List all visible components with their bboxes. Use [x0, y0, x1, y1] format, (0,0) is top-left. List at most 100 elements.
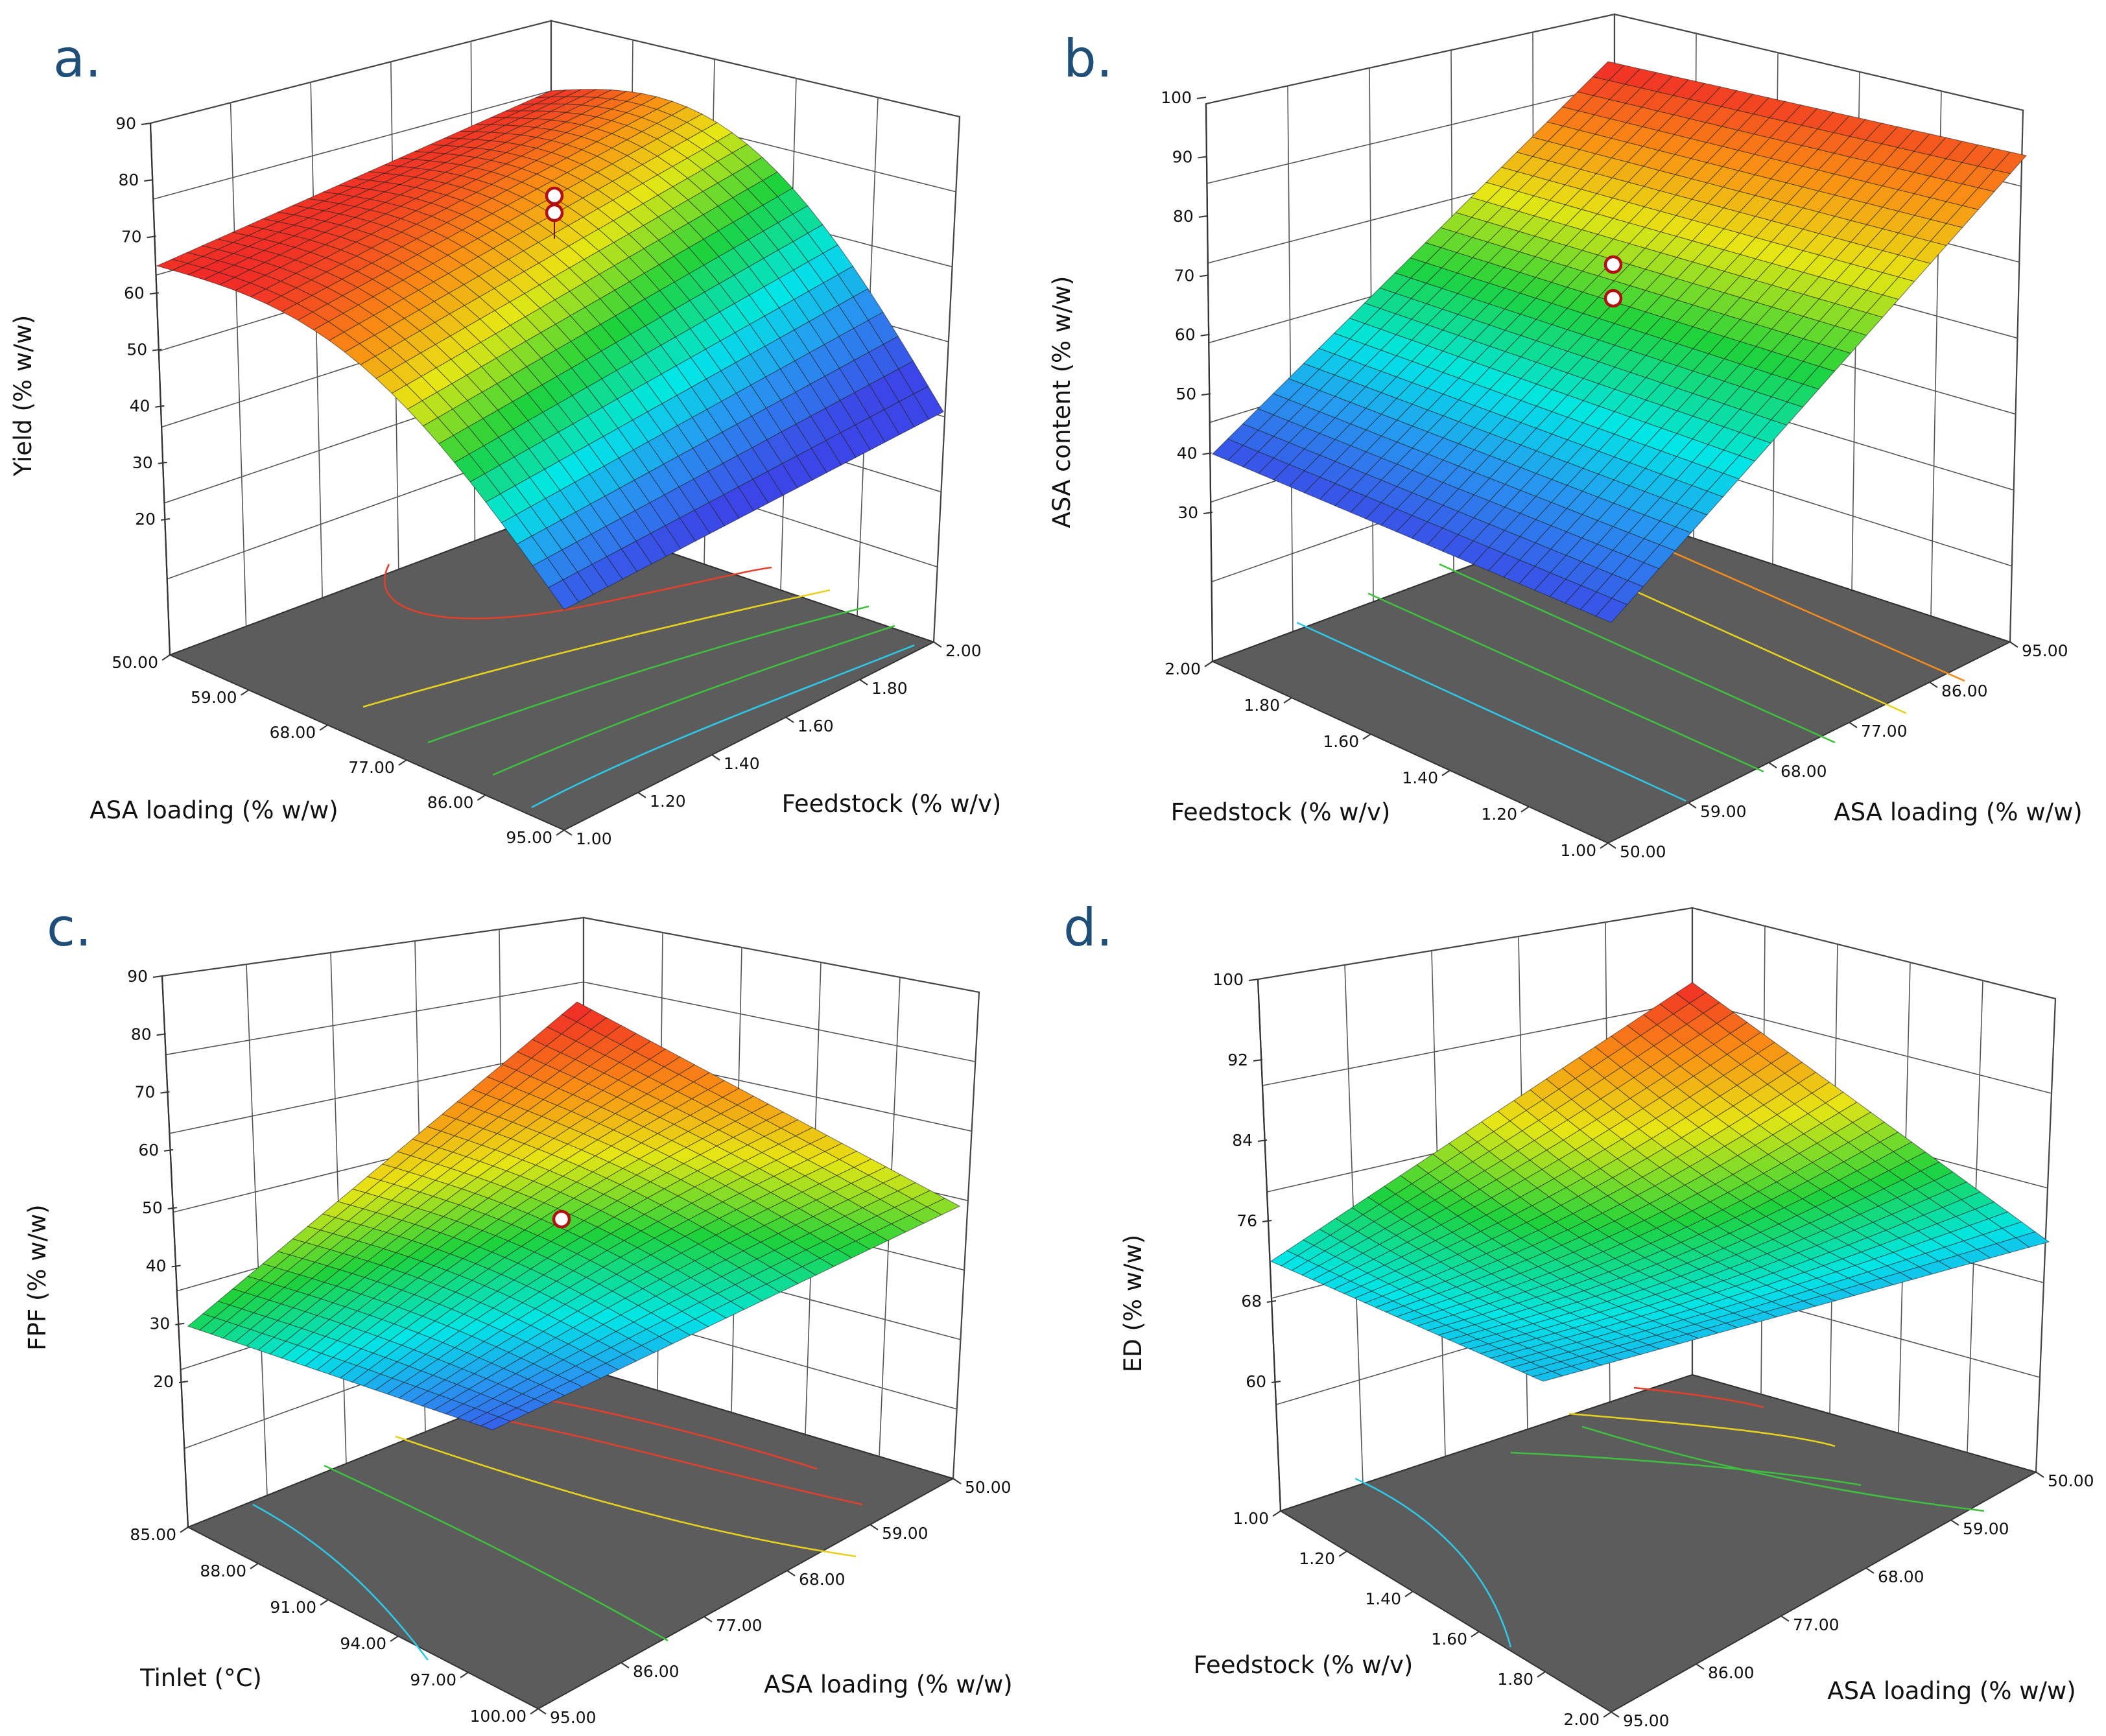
x-axis-label: Feedstock (% w/v) — [1171, 798, 1391, 826]
x-tick-mark — [1603, 1711, 1612, 1718]
x-tick-mark — [1600, 842, 1609, 849]
z-axis: 30 40 50 60 70 80 90 100 ASA content (% w/w) — [1048, 88, 1214, 662]
y-tick-mark — [637, 792, 646, 798]
x-tick-label: 85.00 — [130, 1525, 176, 1544]
x-tick-label: 2.00 — [1165, 660, 1201, 678]
y-tick-label: 95.00 — [1623, 1711, 1670, 1730]
z-tick-label: 50 — [142, 1198, 163, 1217]
z-tick-label: 20 — [153, 1372, 174, 1391]
floor-contour-line — [1367, 592, 1764, 773]
z-tick-mark — [147, 235, 156, 239]
z-tick-label: 76 — [1236, 1211, 1257, 1230]
x-tick-mark — [1441, 770, 1450, 776]
z-tick-mark — [152, 348, 162, 351]
x-axis: 2.00 1.80 1.60 1.40 1.20 1.00 Feedstock (% w/v… — [1165, 660, 1609, 860]
z-tick-label: 68 — [1241, 1292, 1262, 1311]
x-tick-mark — [530, 1708, 539, 1715]
y-tick-mark — [704, 1616, 713, 1623]
z-tick-mark — [1262, 1220, 1272, 1222]
x-tick-mark — [319, 724, 328, 731]
x-tick-mark — [1272, 1510, 1281, 1517]
y-tick-mark — [621, 1662, 630, 1669]
z-tick-label: 92 — [1227, 1051, 1248, 1069]
z-tick-mark — [156, 1033, 166, 1036]
z-tick-label: 84 — [1232, 1131, 1253, 1150]
x-tick-mark — [1204, 661, 1213, 667]
z-tick-label: 100 — [1161, 88, 1192, 107]
z-tick-mark — [155, 405, 165, 408]
panel-2: 30 40 50 60 70 80 90 100 ASA content (% w/w) 2.00… — [1048, 13, 2083, 861]
z-tick-label: 30 — [1177, 503, 1198, 522]
y-tick-mark — [952, 1478, 962, 1484]
z-tick-label: 80 — [1173, 207, 1194, 226]
x-tick-mark — [1338, 1551, 1347, 1557]
y-tick-label: 68.00 — [1878, 1567, 1924, 1586]
z-tick-mark — [164, 1148, 174, 1152]
y-axis: 95.00 86.00 77.00 68.00 59.00 50.00 ASA loadin… — [538, 1478, 1013, 1727]
y-tick-mark — [1929, 682, 1938, 688]
z-tick-label: 60 — [124, 283, 145, 302]
x-tick-label: 1.20 — [1481, 805, 1517, 824]
x-tick-label: 1.20 — [1299, 1549, 1335, 1568]
y-tick-mark — [1611, 1711, 1620, 1718]
y-tick-mark — [711, 754, 720, 761]
y-tick-label: 86.00 — [633, 1662, 680, 1681]
x-tick-mark — [241, 689, 250, 696]
y-tick-mark — [785, 717, 794, 723]
panel-label: b. — [1063, 29, 1113, 89]
z-tick-label: 80 — [118, 171, 139, 189]
y-tick-label: 1.20 — [650, 792, 686, 811]
y-tick-label: 1.00 — [576, 829, 612, 848]
y-tick-mark — [1865, 1567, 1875, 1574]
panel-label: a. — [53, 29, 101, 89]
z-tick-mark — [1257, 1139, 1268, 1142]
y-tick-mark — [1688, 802, 1697, 809]
z-tick-mark — [175, 1322, 185, 1326]
x-tick-mark — [390, 1635, 399, 1642]
y-tick-label: 50.00 — [1620, 842, 1666, 861]
x-tick-label: 91.00 — [270, 1598, 316, 1617]
x-tick-label: 88.00 — [200, 1562, 246, 1580]
z-axis-label: ED (% w/w) — [1119, 1235, 1147, 1372]
z-tick-mark — [167, 1207, 177, 1210]
x-tick-label: 77.00 — [348, 758, 395, 777]
y-tick-mark — [1696, 1663, 1705, 1670]
floor-contour-line — [362, 589, 831, 708]
z-tick-mark — [149, 292, 159, 295]
x-tick-mark — [1362, 733, 1371, 740]
response-surface — [187, 1001, 961, 1431]
z-tick-mark — [171, 1265, 181, 1268]
y-axis-label: ASA loading (% w/w) — [764, 1671, 1012, 1698]
z-tick-mark — [1198, 215, 1208, 218]
floor-contour-line — [531, 644, 915, 809]
y-axis-label: ASA loading (% w/w) — [1834, 798, 2082, 826]
y-tick-mark — [1950, 1519, 1959, 1526]
y-tick-mark — [787, 1570, 796, 1576]
z-tick-label: 50 — [1176, 385, 1196, 403]
x-tick-label: 100.00 — [470, 1707, 526, 1726]
x-tick-mark — [320, 1599, 329, 1606]
x-axis-label: Feedstock (% w/v) — [1194, 1651, 1414, 1679]
z-tick-label: 60 — [1246, 1372, 1266, 1391]
panel-label: c. — [47, 898, 91, 958]
y-tick-mark — [1781, 1615, 1790, 1622]
x-tick-mark — [1283, 697, 1292, 704]
x-tick-label: 50.00 — [112, 653, 158, 672]
z-tick-mark — [160, 1091, 170, 1094]
x-tick-mark — [161, 654, 171, 661]
z-axis: 20 30 40 50 60 70 80 90 FPF (% w/w) — [23, 967, 189, 1528]
y-tick-label: 59.00 — [1700, 802, 1747, 821]
x-tick-mark — [1404, 1591, 1414, 1597]
z-tick-label: 50 — [126, 340, 147, 359]
x-tick-mark — [477, 794, 486, 801]
z-tick-mark — [1253, 1059, 1263, 1062]
response-surface — [1212, 61, 2028, 623]
y-tick-label: 95.00 — [550, 1708, 597, 1727]
response-surface — [1270, 982, 2050, 1382]
x-tick-label: 86.00 — [427, 793, 474, 812]
y-tick-label: 1.40 — [724, 754, 760, 773]
y-tick-mark — [2009, 641, 2018, 648]
floor-contour-line — [550, 1399, 818, 1470]
